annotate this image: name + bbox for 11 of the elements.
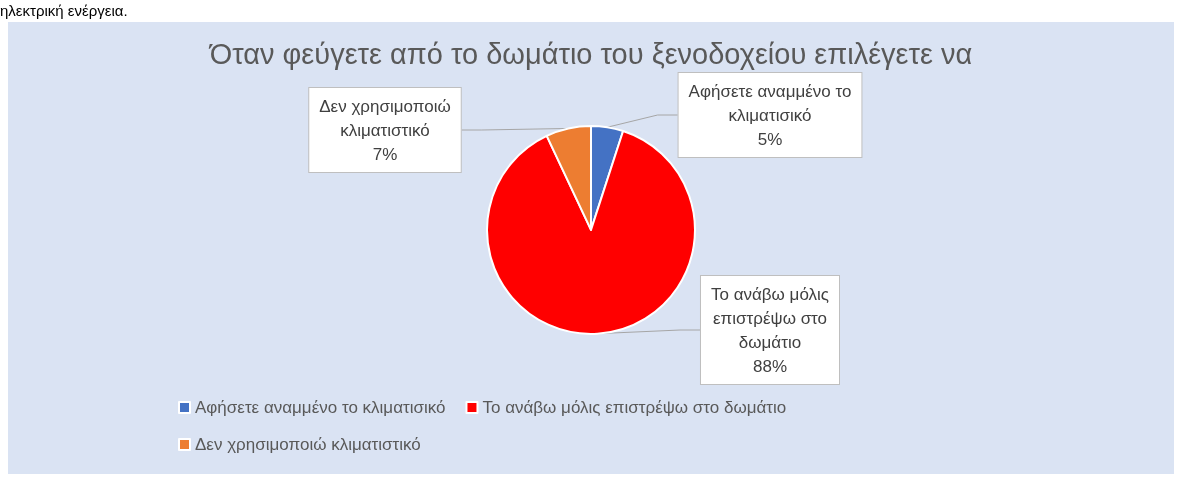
data-label: 7% <box>372 144 398 164</box>
slice-label: Το ανάβω μόλις επιστρέψω στο δωμάτιο <box>710 284 830 352</box>
legend-label: Το ανάβω μόλις επιστρέψω στο δωμάτιο <box>482 398 787 417</box>
data-label: 5% <box>757 129 783 149</box>
text: ηλεκτρική ενέργεια. <box>0 1 128 21</box>
data-label: 88% <box>752 356 788 376</box>
slice-label: Αφήσετε αναμμένο το κλιματισικό <box>688 81 852 125</box>
slice-label: Δεν χρησιμοποιώ κλιματιστικό <box>319 96 451 140</box>
legend-label: Αφήσετε αναμμένο το κλιματισικό <box>195 398 446 417</box>
chart-title: Όταν φεύγετε από το δωμάτιο του ξενοδοχείου επιλέγετε να <box>208 37 973 70</box>
legend-label: Δεν χρησιμοποιώ κλιματιστικό <box>195 435 421 454</box>
